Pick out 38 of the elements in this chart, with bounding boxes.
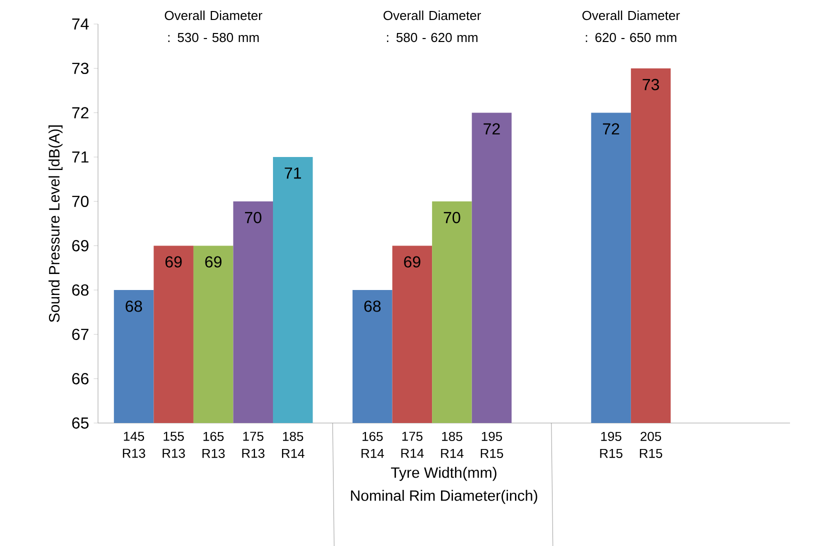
x-tick-label: 165 R13: [202, 432, 225, 458]
y-tick-label: 70: [72, 196, 89, 208]
y-tick-label: 67: [72, 328, 88, 340]
data-label: 68: [126, 300, 142, 312]
y-tick-label: 74: [72, 18, 89, 30]
x-tick-label: 175 R14: [401, 432, 424, 458]
y-tick-label: 72: [72, 107, 88, 118]
data-label: 68: [364, 300, 381, 312]
annotation: Overall Diameter : 580 - 620 mm: [384, 10, 481, 42]
data-label: 70: [245, 212, 262, 224]
x-tick-label: 185 R14: [441, 432, 464, 458]
data-label: 69: [404, 256, 420, 268]
data-label: 70: [444, 212, 460, 224]
x-tick-label: 195 R15: [480, 432, 504, 458]
data-label: 71: [284, 168, 301, 179]
data-label: 69: [205, 256, 222, 268]
annotation: Overall Diameter : 530 - 580 mm: [164, 10, 262, 42]
text: Nominal Rim Diameter(inch): [351, 490, 538, 504]
y-tick-label: 71: [72, 152, 88, 163]
annotation: Overall Diameter : 620 - 650 mm: [582, 10, 680, 42]
data-label: 72: [602, 123, 620, 134]
x-tick-label: 165 R14: [362, 432, 384, 458]
x-tick-label: 205 R15: [640, 432, 662, 458]
y-tick-label: 66: [72, 373, 88, 384]
x-tick-label: 175 R13: [242, 432, 264, 458]
x-axis-title: Tyre Width(mm): [391, 466, 496, 481]
data-label: 69: [165, 256, 182, 268]
y-tick-label: 65: [72, 417, 89, 429]
x-tick-label: 185 R14: [282, 432, 304, 458]
data-label: 72: [484, 123, 500, 134]
y-tick-label: 69: [72, 240, 88, 252]
y-axis-title: Sound Pressure Level [dB(A)]: [48, 125, 63, 322]
x-tick-label: 145 R13: [122, 432, 146, 458]
x-tick-label: 155 R13: [162, 432, 185, 458]
y-tick-label: 73: [72, 62, 88, 74]
data-label: 73: [642, 78, 659, 90]
x-tick-label: 195 R15: [600, 432, 622, 458]
y-tick-label: 68: [72, 284, 89, 296]
